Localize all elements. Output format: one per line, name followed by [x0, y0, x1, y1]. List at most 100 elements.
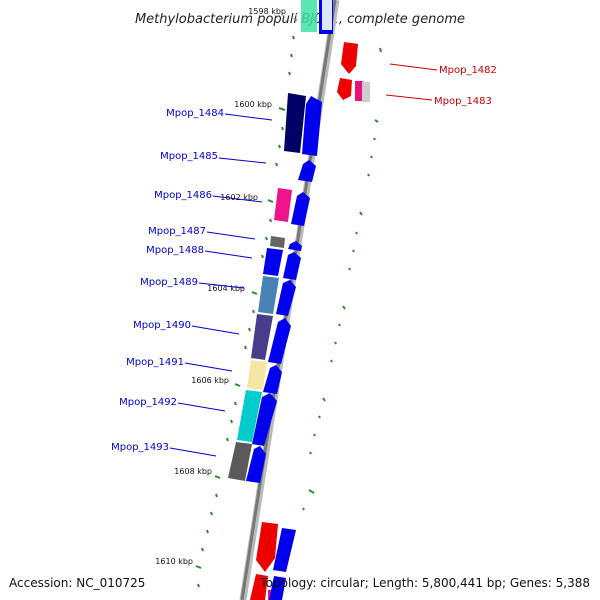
gene-arrow-mpop-1493 [246, 446, 266, 483]
tick-mark [355, 231, 358, 235]
kbp-label: 1610 kbp [155, 557, 193, 566]
leader-line [224, 113, 273, 121]
tick-mark [195, 565, 202, 569]
tick-mark [197, 583, 200, 588]
gene-label-mpop-1483: Mpop_1483 [434, 96, 492, 107]
gene-label-mpop-1482: Mpop_1482 [439, 65, 497, 76]
kbp-label: 1604 kbp [207, 284, 245, 293]
leader-line [177, 402, 226, 412]
left-gene-labels: Mpop_1484 Mpop_1485 Mpop_1486 Mpop_1487 … [111, 108, 273, 457]
gene-label-mpop-1492: Mpop_1492 [119, 397, 177, 408]
inner-tick-ring [195, 17, 297, 588]
tick-mark [334, 341, 337, 345]
gene-arrow-mpop-1485 [298, 160, 316, 182]
kbp-label: 1606 kbp [191, 376, 229, 385]
tick-mark [281, 126, 284, 131]
tick-mark [370, 155, 373, 159]
gene-arrow-bottom-red-2 [250, 574, 268, 600]
tick-mark [322, 397, 326, 402]
gene-label-mpop-1485: Mpop_1485 [160, 151, 218, 162]
tick-mark [234, 401, 237, 406]
leader-line [184, 362, 233, 372]
tick-mark [252, 309, 255, 314]
gene-arrow-mpop-1488 [283, 252, 301, 280]
gene-arrow-mpop-1490 [268, 318, 291, 364]
gene-block-mpop-1484 [284, 93, 306, 153]
tick-mark [379, 47, 382, 53]
tick-mark [206, 529, 209, 534]
tick-mark [267, 199, 274, 203]
kbp-label: 1598 kbp [248, 7, 286, 16]
gene-block-mpop-1493 [228, 442, 252, 481]
leader-line [191, 325, 240, 335]
tick-mark [367, 173, 370, 177]
tick-mark [214, 475, 221, 479]
leader-line [385, 94, 433, 101]
tick-mark [308, 489, 315, 494]
tick-mark [309, 451, 312, 455]
tick-mark [251, 291, 258, 295]
tick-mark [294, 17, 297, 22]
inner-gene-blocks [228, 93, 306, 481]
gene-label-mpop-1484: Mpop_1484 [166, 108, 224, 119]
tick-mark [275, 162, 278, 167]
tick-mark [210, 511, 213, 516]
tick-mark [201, 547, 204, 552]
tick-mark [278, 144, 281, 149]
tick-mark [330, 359, 333, 363]
leader-line [212, 195, 263, 203]
gene-label-mpop-1487: Mpop_1487 [148, 226, 206, 237]
map-title: Methylobacterium populi BJ001, complete … [135, 12, 465, 27]
tick-mark [278, 107, 286, 111]
right-gene-labels: Mpop_1482 Mpop_1483 [385, 63, 497, 107]
tick-mark [313, 433, 316, 437]
leader-line [389, 63, 438, 71]
tick-mark [348, 267, 351, 271]
tick-mark [290, 53, 293, 58]
gene-feature-top [301, 0, 333, 34]
kbp-label: 1602 kbp [220, 193, 258, 202]
leader-line [206, 231, 256, 240]
gene-block-mpop-1487 [270, 236, 285, 248]
gene-arrow-mpop-1482 [341, 42, 358, 74]
topology-label: Topology: circular; Length: 5,800,441 bp… [259, 576, 590, 590]
tick-mark [234, 383, 241, 387]
gene-label-mpop-1490: Mpop_1490 [133, 320, 191, 331]
gene-arrow-mpop-1489 [276, 280, 296, 316]
leader-line [198, 282, 245, 289]
gene-block-mpop-1483 [355, 81, 363, 101]
tick-mark [292, 35, 295, 40]
gene-block-mpop-1489 [258, 276, 279, 314]
gene-block-mpop-1492 [237, 390, 262, 442]
tick-mark [338, 323, 341, 327]
gene-arrow-bottom-blue [273, 528, 296, 572]
gene-arrow-bottom-red [256, 522, 278, 572]
gene-label-mpop-1488: Mpop_1488 [146, 245, 204, 256]
tick-mark [374, 119, 379, 123]
tick-mark [248, 327, 251, 332]
tick-mark [302, 507, 305, 511]
gene-label-mpop-1493: Mpop_1493 [111, 442, 169, 453]
gene-arrow-mpop-1491 [263, 365, 282, 394]
gene-label-mpop-1486: Mpop_1486 [154, 190, 212, 201]
tick-mark [269, 218, 272, 223]
tick-mark [226, 437, 229, 442]
gene-arrow-mpop-1487 [288, 241, 302, 251]
tick-mark [261, 254, 264, 259]
leader-line [204, 250, 253, 259]
tick-mark [230, 419, 233, 424]
forward-strand-genes [246, 96, 322, 600]
leader-line [218, 157, 267, 164]
tick-mark [342, 305, 346, 310]
tick-mark [244, 345, 247, 350]
gene-block-mpop-1488 [263, 248, 283, 276]
gene-block-mpop-1491 [247, 360, 267, 390]
kbp-label: 1608 kbp [174, 467, 212, 476]
tick-mark [215, 493, 218, 498]
kbp-label: 1600 kbp [234, 100, 272, 109]
gene-block-mpop-1490 [251, 314, 273, 360]
gene-block-mpop-1486 [274, 188, 292, 222]
tick-mark [359, 211, 363, 216]
gene-arrow-bottom-blue-2 [269, 576, 286, 600]
